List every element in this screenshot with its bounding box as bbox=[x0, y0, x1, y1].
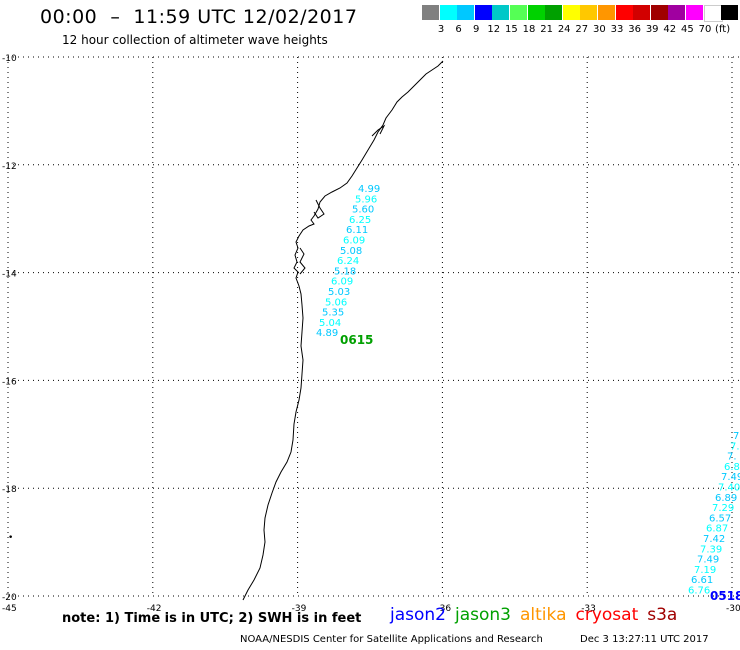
swh-value-label: 6.09 bbox=[343, 236, 365, 247]
legend-swatch bbox=[580, 5, 598, 20]
map-marker-dot: • bbox=[8, 533, 13, 543]
pass-time-label: 0615 bbox=[340, 333, 373, 347]
swh-value-label: 6.25 bbox=[349, 215, 371, 226]
lat-tick-label: -10 bbox=[2, 54, 17, 64]
legend-swatch bbox=[474, 5, 492, 20]
satellite-legend: jason2 jason3 altika cryosat s3a bbox=[390, 605, 686, 625]
credit-line: NOAA/NESDIS Center for Satellite Applica… bbox=[240, 634, 543, 645]
legend-swatch bbox=[668, 5, 686, 20]
legend-swatch bbox=[650, 5, 668, 20]
altimeter-tracks: 4.995.965.606.256.116.095.086.245.186.09… bbox=[316, 184, 740, 603]
legend-swatch bbox=[686, 5, 703, 20]
swh-value-label: 6.87 bbox=[706, 524, 728, 535]
satellite-cryosat: cryosat bbox=[575, 605, 639, 625]
legend-label: 30 bbox=[593, 24, 606, 35]
legend-label: 27 bbox=[575, 24, 589, 35]
lon-tick-label: -39 bbox=[292, 604, 307, 614]
legend-label: 21 bbox=[540, 24, 553, 35]
satellite-altika: altika bbox=[520, 605, 567, 625]
legend-label: 33 bbox=[610, 24, 624, 35]
swh-value-label: 7.19 bbox=[694, 565, 716, 576]
swh-value-label: 7.42 bbox=[703, 534, 725, 545]
swh-value-label: 7. bbox=[727, 452, 737, 463]
legend-label: 15 bbox=[505, 24, 518, 35]
swh-value-label: 7.49 bbox=[697, 555, 719, 566]
legend-swatch bbox=[562, 5, 580, 20]
swh-value-label: 6.76 bbox=[688, 586, 710, 597]
satellite-jason3: jason3 bbox=[455, 605, 511, 625]
satellite-s3a: s3a bbox=[647, 605, 678, 625]
pass-time-label: 0518 bbox=[710, 589, 740, 603]
swh-value-label: 7.29 bbox=[712, 503, 734, 514]
coastline-inlet bbox=[299, 124, 386, 275]
swh-value-label: 5.04 bbox=[319, 318, 341, 329]
swh-value-label: 5.08 bbox=[340, 246, 362, 257]
swh-value-label: 5.96 bbox=[355, 194, 377, 205]
legend-label: 3 bbox=[437, 24, 445, 35]
legend-swatch bbox=[633, 5, 651, 20]
legend-swatch bbox=[457, 5, 475, 20]
swh-value-label: 7. bbox=[730, 441, 740, 452]
lon-tick-label: -33 bbox=[581, 604, 596, 614]
legend-label: 6 bbox=[455, 24, 462, 35]
swh-value-label: 6.24 bbox=[337, 256, 359, 267]
lat-tick-label: -16 bbox=[2, 377, 17, 387]
legend-label: 42 bbox=[663, 24, 677, 35]
lat-tick-label: -14 bbox=[2, 270, 17, 280]
swh-value-label: 7.40 bbox=[718, 483, 740, 494]
lon-tick-label: -42 bbox=[147, 604, 162, 614]
legend-swatch bbox=[527, 5, 545, 20]
legend-swatch bbox=[615, 5, 633, 20]
satellite-jason2: jason2 bbox=[390, 605, 446, 625]
swh-value-label: 5.35 bbox=[322, 308, 344, 319]
lon-tick-label: -45 bbox=[2, 604, 17, 614]
swh-value-label: 5.60 bbox=[352, 205, 374, 216]
swh-value-label: 7 bbox=[733, 431, 739, 442]
lat-tick-label: -18 bbox=[2, 485, 17, 495]
swh-value-label: 6.09 bbox=[331, 277, 353, 288]
swh-value-label: 6.57 bbox=[709, 513, 731, 524]
legend-swatch bbox=[721, 5, 739, 20]
swh-value-label: 5.18 bbox=[334, 266, 356, 277]
swh-value-label: 4.89 bbox=[316, 328, 338, 339]
legend-swatch bbox=[439, 5, 457, 20]
legend-label: 70 bbox=[698, 24, 712, 35]
swh-value-label: 6.61 bbox=[691, 575, 713, 586]
swh-value-label: 6.8 bbox=[724, 462, 740, 473]
legend-swatch bbox=[422, 5, 439, 20]
legend-swatch bbox=[510, 5, 527, 20]
legend-swatch bbox=[545, 5, 563, 20]
map-subtitle: 12 hour collection of altimeter wave hei… bbox=[62, 33, 328, 47]
legend-label: 18 bbox=[522, 24, 536, 35]
legend-label: 12 bbox=[487, 24, 501, 35]
legend-swatch bbox=[598, 5, 615, 20]
legend-label: (ft) bbox=[715, 24, 731, 35]
swh-value-label: 7.49 bbox=[721, 472, 740, 483]
legend-label: 9 bbox=[473, 24, 480, 35]
legend-label: 24 bbox=[557, 24, 571, 35]
generated-timestamp: Dec 3 13:27:11 UTC 2017 bbox=[580, 634, 709, 645]
legend-label: 36 bbox=[628, 24, 641, 35]
lat-tick-label: -20 bbox=[2, 593, 17, 603]
legend-label: 45 bbox=[681, 24, 694, 35]
wave-height-legend: 3 6 9 12 15 18 21 24 27 30 33 36 39 42 45 70 (ft) bbox=[422, 5, 740, 35]
swh-value-label: 7.39 bbox=[700, 544, 722, 555]
lon-tick-label: -30 bbox=[726, 604, 740, 614]
swh-value-label: 5.06 bbox=[325, 297, 347, 308]
swh-value-label: 6.11 bbox=[346, 225, 368, 236]
swh-value-label: 5.03 bbox=[328, 287, 350, 298]
swh-value-label: 4.99 bbox=[358, 184, 380, 195]
legend-swatch bbox=[492, 5, 510, 20]
swh-value-label: 6.89 bbox=[715, 493, 737, 504]
legend-label: 39 bbox=[645, 24, 659, 35]
map-grid: -10 -12 -14 -16 -18 -20-45 -42 -39 -36 -33 -30 bbox=[2, 54, 740, 614]
map-title: 00:00 – 11:59 UTC 12/02/2017 bbox=[40, 6, 358, 28]
units-note: note: 1) Time is in UTC; 2) SWH is in fe… bbox=[62, 611, 362, 626]
lat-tick-label: -12 bbox=[2, 162, 17, 172]
coastline bbox=[242, 60, 444, 601]
lon-tick-label: -36 bbox=[436, 604, 451, 614]
